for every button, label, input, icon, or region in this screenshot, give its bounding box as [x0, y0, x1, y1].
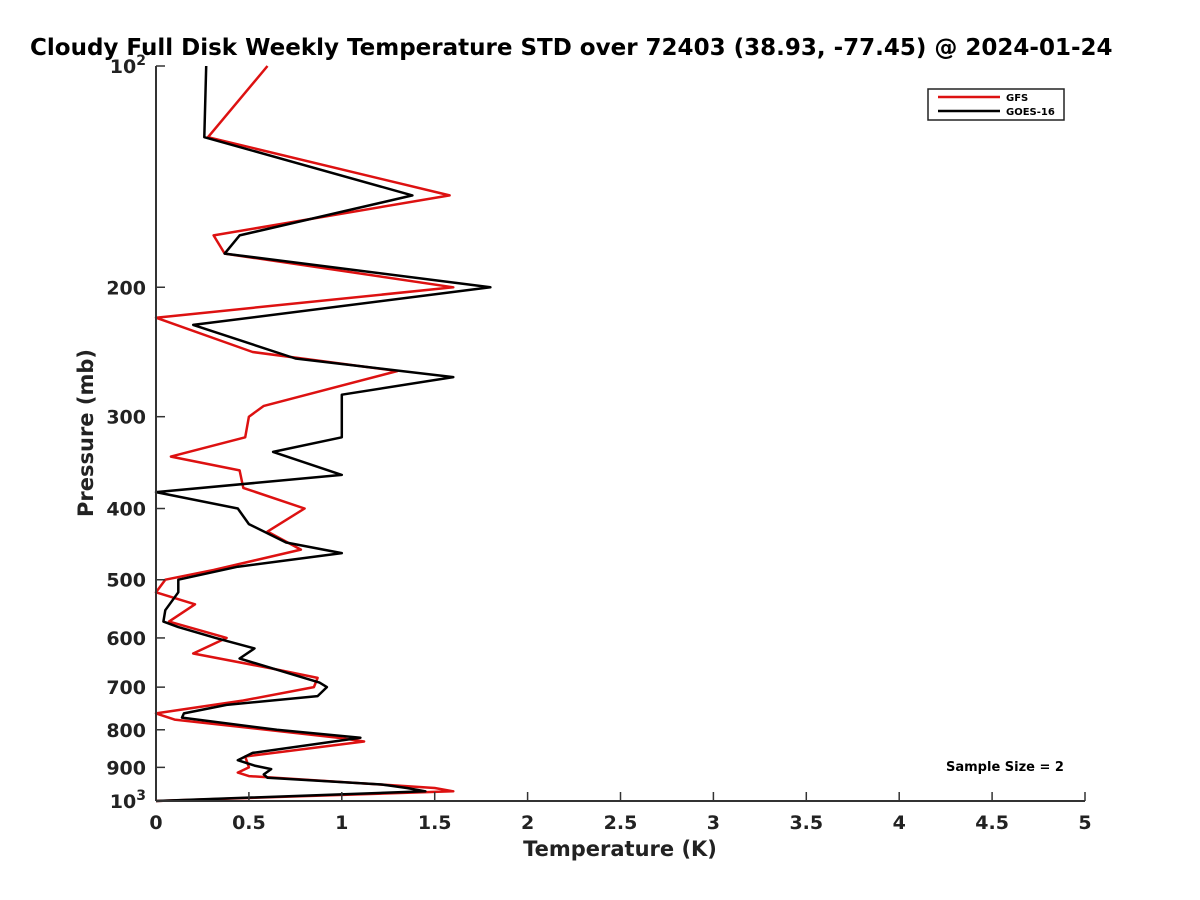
x-tick-label: 3.5 [789, 812, 823, 834]
y-axis-label: Pressure (mb) [74, 349, 98, 517]
series-line-gfs [154, 65, 455, 803]
legend: GFS GOES-16 [927, 88, 1065, 121]
legend-box [927, 88, 1065, 121]
y-tick-label: 300 [106, 407, 146, 429]
legend-label-gfs: GFS [1006, 93, 1028, 104]
chart-title: Cloudy Full Disk Weekly Temperature STD … [30, 35, 1113, 61]
x-tick-label: 2.5 [604, 812, 638, 834]
x-tick-label: 5 [1078, 812, 1091, 834]
y-tick-label: 900 [106, 757, 146, 779]
y-tick-label: 102 [110, 53, 146, 78]
x-tick-label: 3 [707, 812, 720, 834]
x-tick-label: 4 [893, 812, 906, 834]
legend-label-goes-16: GOES-16 [1006, 107, 1055, 118]
y-tick-label: 600 [106, 628, 146, 650]
x-tick-label: 1 [335, 812, 348, 834]
x-tick-label: 1.5 [418, 812, 452, 834]
y-ticks: 102 200 300 400 500 600 700 800 900 103 [106, 53, 165, 813]
y-tick-label: 800 [106, 720, 146, 742]
y-tick-label: 500 [106, 570, 146, 592]
y-tick-label: 103 [110, 788, 146, 813]
x-tick-label: 0 [149, 812, 162, 834]
y-tick-label: 400 [106, 499, 146, 521]
x-tick-label: 4.5 [975, 812, 1009, 834]
x-tick-label: 2 [521, 812, 534, 834]
series-line-goes-16 [154, 65, 492, 803]
x-axis-label: Temperature (K) [523, 837, 717, 861]
plot-lines [154, 65, 492, 803]
sample-size-annotation: Sample Size = 2 [946, 760, 1064, 775]
x-tick-label: 0.5 [232, 812, 266, 834]
x-ticks: 0 0.5 1 1.5 2 2.5 3 3.5 4 4.5 5 [149, 792, 1092, 834]
y-tick-label: 700 [106, 677, 146, 699]
y-tick-label: 200 [106, 277, 146, 299]
